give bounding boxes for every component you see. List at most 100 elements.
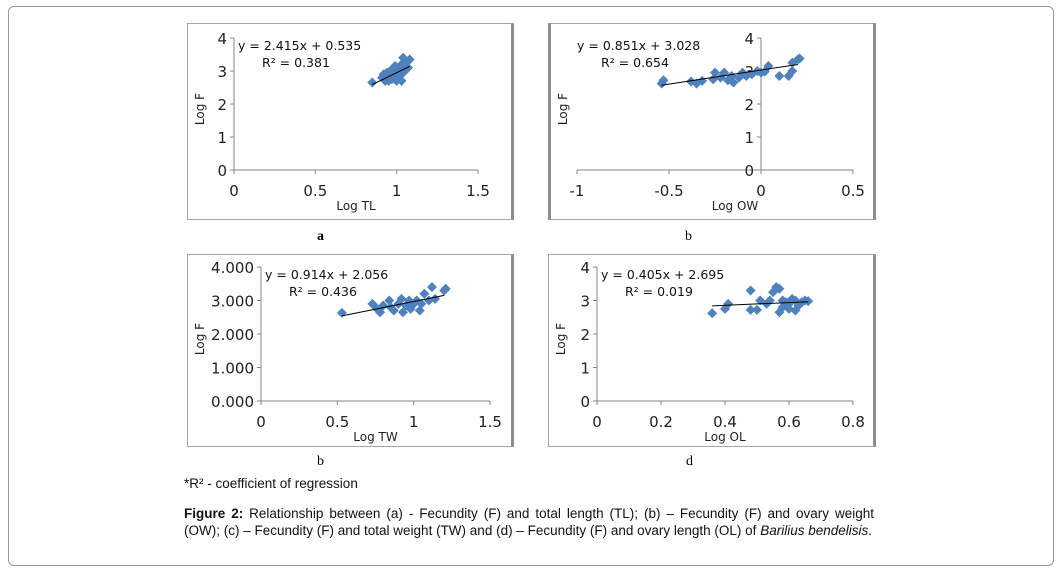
data-point xyxy=(404,54,415,65)
data-point xyxy=(403,62,414,73)
trendline xyxy=(341,294,445,317)
x-tick-label: 0 xyxy=(229,182,239,200)
data-point xyxy=(408,298,419,309)
data-point xyxy=(780,297,791,308)
trendline xyxy=(661,63,798,86)
panel-label-c: b xyxy=(317,454,324,469)
data-point xyxy=(388,305,399,316)
data-point xyxy=(787,66,798,76)
data-point xyxy=(423,295,434,306)
data-point xyxy=(405,303,416,314)
data-point xyxy=(719,67,730,78)
data-point xyxy=(384,295,395,306)
x-tick-label: 0.5 xyxy=(841,182,865,200)
trendline xyxy=(712,301,809,307)
y-tick-label: 2 xyxy=(744,96,754,114)
scatter-chart-d: 0 0.2 0.4 0.6 0.8 0 1 2 3 4 Log OL Log F y = 0.405x … xyxy=(554,259,865,444)
caption-species: Barilius bendelisis xyxy=(760,523,869,538)
x-tick-label: 0 xyxy=(256,413,266,431)
x-tick-label: 0 xyxy=(592,413,602,431)
data-point xyxy=(755,295,766,306)
data-point xyxy=(367,77,378,88)
x-tick-label: 1.5 xyxy=(466,182,490,200)
trendline xyxy=(372,65,410,86)
chart-panel-c: 0 0.5 1 1.5 0.000 1.000 2.000 3.000 4.000 Log TW L… xyxy=(187,254,514,447)
x-tick-label: 1 xyxy=(392,182,402,200)
data-point xyxy=(728,77,739,88)
data-point xyxy=(710,67,720,78)
data-point xyxy=(419,288,430,299)
figure-frame xyxy=(8,6,1054,566)
data-point xyxy=(774,70,785,81)
regression-equation: y = 0.405x + 2.695 xyxy=(601,267,724,282)
chart-panel-a: 0 0.5 1 1.5 0 1 2 3 4 Log TL Log F y = 2.415x + 0.5… xyxy=(187,23,514,220)
caption-end: . xyxy=(868,523,873,538)
panel-label-d: d xyxy=(686,454,693,469)
y-axis-title: Log F xyxy=(193,323,207,355)
y-tick-label: 1 xyxy=(744,129,754,147)
chart-panel-d: 0 0.2 0.4 0.6 0.8 0 1 2 3 4 Log OL Log F y = 0.405x … xyxy=(548,254,876,447)
y-tick-label: 2 xyxy=(580,326,590,344)
y-axis-title: Log F xyxy=(554,323,568,355)
y-tick-label: 4.000 xyxy=(211,259,254,277)
data-point xyxy=(723,298,734,309)
panel-label-b: b xyxy=(685,229,692,244)
y-tick-label: 2 xyxy=(217,96,227,114)
regression-equation: y = 0.851x + 3.028 xyxy=(577,38,700,53)
regression-equation: y = 2.415x + 0.535 xyxy=(238,38,361,53)
data-point xyxy=(790,295,801,306)
x-tick-label: 0.4 xyxy=(713,413,737,431)
y-tick-label: 0 xyxy=(744,162,754,180)
x-tick-label: 0.6 xyxy=(777,413,801,431)
r-squared-label: R² = 0.654 xyxy=(601,55,669,70)
data-point xyxy=(707,308,718,319)
scatter-chart-c: 0 0.5 1 1.5 0.000 1.000 2.000 3.000 4.000 Log TW L… xyxy=(193,259,502,444)
data-point xyxy=(656,78,667,89)
data-point xyxy=(375,307,386,318)
data-point xyxy=(396,293,407,304)
y-tick-label: 2.000 xyxy=(211,326,254,344)
regression-equation: y = 0.914x + 2.056 xyxy=(265,267,388,282)
data-point xyxy=(752,304,762,315)
data-point xyxy=(741,70,752,81)
x-tick-label: 0 xyxy=(756,182,766,200)
data-point xyxy=(745,304,756,315)
data-point xyxy=(383,75,394,86)
data-point xyxy=(336,307,347,318)
caption-text: Relationship between (a) - Fecundity (F)… xyxy=(184,506,874,538)
data-point xyxy=(774,307,785,318)
data-point xyxy=(774,283,785,294)
data-point xyxy=(708,74,719,85)
y-tick-label: 1 xyxy=(580,360,590,378)
y-tick-label: 1 xyxy=(217,129,227,147)
y-tick-label: 4 xyxy=(217,30,227,48)
x-axis-title: Log TW xyxy=(353,430,398,444)
r-squared-label: R² = 0.019 xyxy=(625,284,693,299)
y-tick-label: 3 xyxy=(217,63,227,81)
data-point xyxy=(390,61,401,72)
panel-label-a: a xyxy=(317,229,324,244)
caption-label: Figure 2: xyxy=(184,506,244,521)
x-tick-label: -0.5 xyxy=(654,182,683,200)
data-point xyxy=(396,75,407,86)
data-point xyxy=(414,305,425,316)
x-axis-title: Log OL xyxy=(704,430,746,444)
data-point xyxy=(794,53,805,64)
r-squared-label: R² = 0.436 xyxy=(289,284,357,299)
x-axis-title: Log OW xyxy=(712,199,759,213)
x-tick-label: 0.5 xyxy=(325,413,349,431)
y-tick-label: 0 xyxy=(580,393,590,411)
r-squared-label: R² = 0.381 xyxy=(262,55,330,70)
r2-note: *R² - coefficient of regression xyxy=(184,476,358,491)
data-point xyxy=(745,285,756,296)
x-tick-label: 0.5 xyxy=(303,182,327,200)
x-tick-label: -1 xyxy=(570,182,585,200)
y-tick-label: 0.000 xyxy=(211,393,254,411)
y-tick-label: 4 xyxy=(744,30,754,48)
y-tick-label: 3.000 xyxy=(211,293,254,311)
data-point xyxy=(715,72,726,83)
y-tick-label: 3 xyxy=(580,293,590,311)
figure-caption: Figure 2: Relationship between (a) - Fec… xyxy=(184,505,874,539)
